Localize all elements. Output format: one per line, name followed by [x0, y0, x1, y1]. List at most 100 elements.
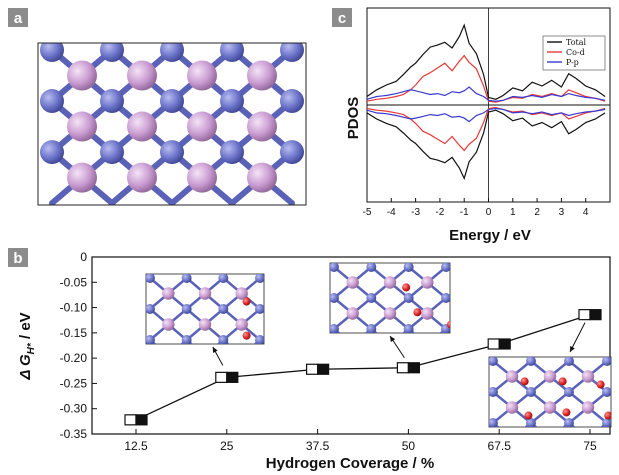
pdos-x-tick-label: 0: [486, 207, 492, 218]
inset-arrow-head: [390, 336, 396, 342]
phosphorus-atom: [162, 318, 175, 331]
gibbs-data-point: [396, 362, 420, 374]
cobalt-atom: [40, 43, 64, 62]
pdos-x-tick-label: -4: [387, 207, 396, 218]
phosphorus-atom: [421, 307, 434, 320]
cobalt-atom: [489, 387, 498, 397]
gibbs-y-label: Δ GH* / eV: [17, 312, 37, 380]
phosphorus-atom: [581, 401, 595, 414]
gibbs-marker-open: [124, 414, 137, 426]
cobalt-atom: [220, 89, 244, 114]
cobalt-atom: [40, 89, 64, 114]
cobalt-atom: [602, 357, 611, 366]
gibbs-marker-open: [487, 338, 500, 350]
phosphorus-atom: [421, 276, 434, 289]
cobalt-atom: [160, 89, 184, 114]
gibbs-marker-open: [396, 362, 409, 374]
phosphorus-atom: [247, 60, 277, 91]
cobalt-atom: [489, 418, 498, 427]
cobalt-atom: [441, 263, 450, 272]
gibbs-x-label: Hydrogen Coverage / %: [266, 455, 434, 472]
pdos-series-total-down: [366, 109, 606, 181]
pdos-series-total-up: [366, 23, 606, 100]
co-bond: [364, 327, 373, 333]
cobalt-atom: [564, 418, 574, 427]
pdos-x-label: Energy / eV: [449, 227, 531, 244]
gibbs-x-tick-label: 75: [583, 439, 597, 453]
inset-lattice: [146, 274, 264, 344]
cobalt-atom: [366, 293, 377, 303]
inset-frame: [488, 356, 612, 428]
phosphorus-atom: [543, 370, 557, 383]
phosphorus-atom: [187, 111, 217, 142]
phosphorus-atom: [187, 162, 217, 193]
gibbs-data-point: [306, 363, 330, 375]
co-bond: [222, 338, 230, 344]
gibbs-y-tick-label: 0: [80, 250, 87, 264]
crystal-cell-a: [37, 42, 307, 206]
gibbs-marker-open: [215, 371, 228, 383]
cobalt-atom: [526, 418, 536, 427]
gibbs-marker-filled: [498, 338, 511, 350]
hydrogen-atom: [604, 411, 611, 420]
phosphorus-atom: [383, 276, 397, 289]
hydrogen-atom: [524, 411, 533, 420]
panel-c-letter-bg: [332, 8, 352, 27]
inset-frame: [329, 262, 451, 334]
cobalt-atom: [602, 418, 611, 427]
inset-arrow: [212, 346, 224, 366]
cobalt-atom: [255, 304, 264, 314]
pdos-x-tick-label: -3: [411, 207, 420, 218]
phosphorus-atom: [198, 287, 212, 300]
cobalt-atom: [280, 89, 304, 114]
gibbs-y-tick-label: -0.10: [60, 301, 88, 315]
gibbs-y-tick-label: -0.25: [60, 376, 88, 390]
cobalt-atom: [564, 387, 574, 397]
cobalt-atom: [526, 387, 536, 397]
inset-arrow-head: [570, 346, 575, 352]
cobalt-atom: [100, 43, 124, 62]
panel-b-letter: b: [13, 250, 22, 267]
phosphorus-atom: [67, 60, 97, 91]
cobalt-atom: [330, 263, 339, 272]
cobalt-atom: [146, 304, 155, 314]
phosphorus-atom: [127, 111, 157, 142]
cobalt-atom: [489, 357, 498, 366]
hydrogen-atom: [446, 320, 450, 329]
gibbs-y-tick-label: -0.05: [60, 275, 88, 289]
cobalt-atom: [330, 293, 339, 303]
phosphorus-atom: [187, 60, 217, 91]
pdos-legend-label: Co-d: [566, 48, 585, 57]
hydrogen-atom: [520, 377, 529, 386]
cobalt-atom: [602, 387, 611, 397]
hydrogen-atom: [242, 331, 251, 340]
cobalt-atom: [330, 324, 339, 333]
structure-inset-2: [329, 262, 451, 334]
gibbs-y-tick-label: -0.30: [60, 402, 88, 416]
co-bond: [253, 338, 262, 344]
pdos-x-tick-label: 2: [534, 207, 540, 218]
co-bond: [562, 421, 571, 427]
cobalt-atom: [160, 140, 184, 165]
phosphorus-atom: [247, 111, 277, 142]
phosphorus-atom: [127, 162, 157, 193]
gibbs-y-tick-label: -0.20: [60, 351, 88, 365]
phosphorus-atom: [162, 287, 175, 300]
pdos-x-tick-label: -2: [435, 207, 444, 218]
cobalt-atom: [218, 274, 229, 283]
gibbs-frame: [91, 256, 611, 435]
panel-b-letter-bg: [8, 248, 28, 267]
cobalt-atom: [526, 357, 536, 366]
gibbs-data-point: [124, 414, 148, 426]
crystal-lattice-a: [40, 43, 304, 205]
hydrogen-atom: [402, 283, 411, 292]
gibbs-x-tick-label: 25: [220, 439, 234, 453]
phosphorus-atom: [505, 401, 519, 414]
cobalt-atom: [403, 293, 414, 303]
gibbs-marker-filled: [135, 414, 148, 426]
hydrogen-atom: [562, 408, 571, 417]
phosphorus-atom: [581, 370, 595, 383]
cobalt-atom: [181, 304, 192, 314]
cobalt-atom: [40, 140, 64, 165]
